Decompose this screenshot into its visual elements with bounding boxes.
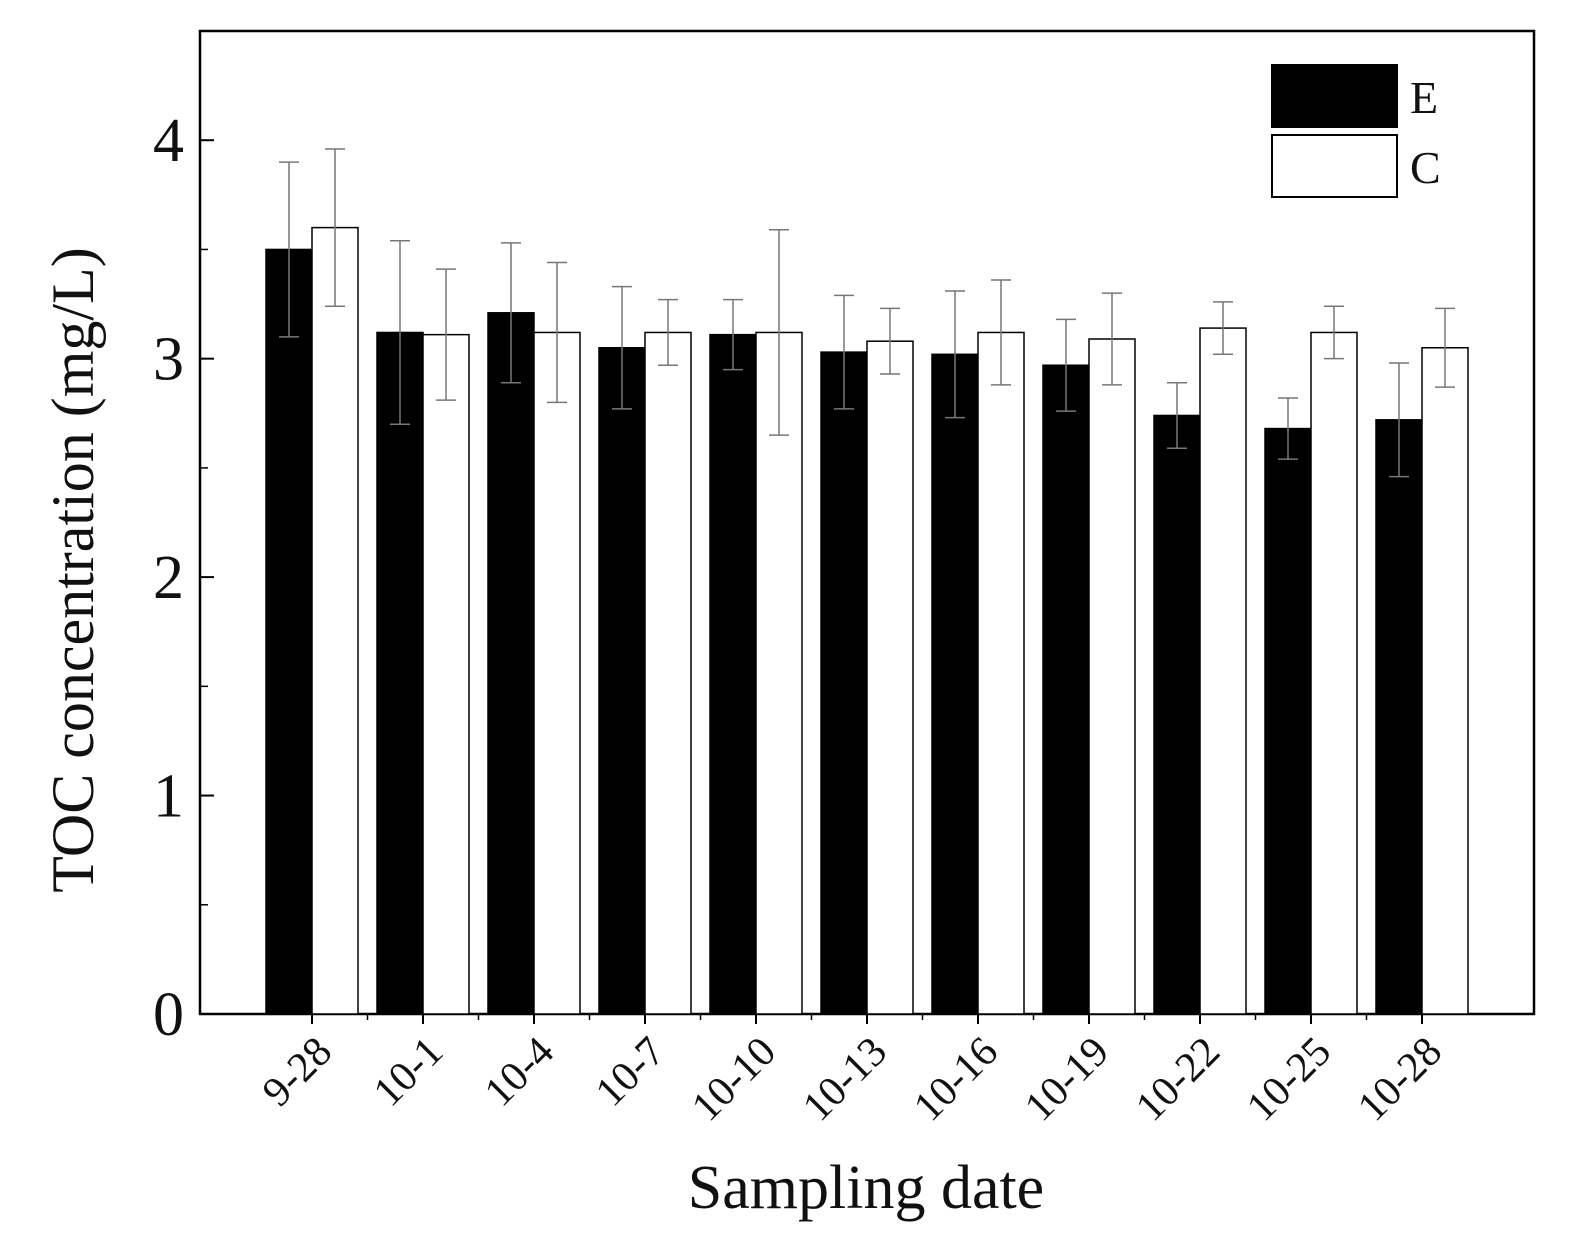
y-tick-label: 3	[153, 326, 184, 394]
error-bar-E-10-7	[612, 285, 632, 410]
y-tick-label: 4	[153, 107, 184, 175]
bars-layer	[265, 226, 1469, 1015]
bar-E-10-16	[931, 353, 979, 1015]
error-bar-C-10-22	[1213, 301, 1233, 356]
bar-C-10-16	[977, 331, 1025, 1015]
error-bar-E-10-16	[945, 290, 965, 419]
x-tick-label: 10-13	[794, 1029, 896, 1131]
legend-label-C: C	[1410, 142, 1441, 193]
x-tick-label: 10-16	[905, 1029, 1007, 1131]
bar-C-9-28	[311, 226, 359, 1015]
bar-C-10-1	[422, 333, 470, 1015]
bar-E-10-19	[1042, 364, 1090, 1015]
legend-label-E: E	[1410, 72, 1438, 123]
bar-E-10-13	[820, 351, 868, 1015]
bar-C-10-7	[644, 331, 692, 1015]
x-tick-label: 9-28	[254, 1029, 341, 1116]
legend: EC	[1271, 64, 1441, 198]
legend-swatch-E	[1271, 64, 1398, 128]
error-bar-C-10-7	[658, 298, 678, 366]
error-bar-C-10-13	[880, 307, 900, 375]
bar-E-10-1	[376, 331, 424, 1015]
error-bar-C-10-19	[1102, 292, 1122, 386]
error-bar-E-10-10	[723, 298, 743, 371]
bar-C-10-13	[866, 340, 914, 1015]
bar-C-10-10	[755, 331, 803, 1015]
x-axis-title: Sampling date	[688, 1154, 1044, 1222]
x-tick-label: 10-28	[1349, 1029, 1451, 1131]
y-axis: 0 1 2 3 4	[153, 107, 214, 1049]
x-tick-label: 10-4	[476, 1029, 563, 1116]
x-axis: 9-28 10-1 10-4 10-7 10-10 10-13 10-16 10-19 10-2…	[254, 1014, 1451, 1130]
error-bar-E-10-19	[1056, 318, 1076, 412]
bar-E-9-28	[265, 248, 313, 1015]
error-bar-C-10-1	[436, 268, 456, 401]
error-bar-C-10-28	[1435, 307, 1455, 388]
error-bar-C-10-25	[1324, 305, 1344, 360]
y-tick-label: 0	[153, 981, 184, 1049]
legend-swatch-C	[1271, 134, 1398, 198]
x-tick-label: 10-22	[1127, 1029, 1229, 1131]
bar-E-10-10	[709, 333, 757, 1015]
bar-C-10-4	[533, 331, 581, 1015]
bar-C-10-22	[1199, 327, 1247, 1015]
y-axis-title: TOC concentration (mg/L)	[40, 247, 106, 892]
bar-C-10-28	[1421, 346, 1469, 1015]
bar-E-10-28	[1375, 419, 1423, 1015]
error-bar-E-10-13	[834, 294, 854, 410]
bar-E-10-25	[1264, 427, 1312, 1015]
bar-E-10-7	[598, 346, 646, 1015]
y-tick-label: 2	[153, 544, 184, 612]
error-bar-E-10-28	[1389, 362, 1409, 478]
x-tick-label: 10-19	[1016, 1029, 1118, 1131]
y-tick-label: 1	[153, 763, 184, 831]
error-bar-E-10-25	[1278, 397, 1298, 460]
x-tick-label: 10-1	[365, 1029, 452, 1116]
error-bar-E-10-1	[390, 239, 410, 425]
x-tick-label: 10-10	[683, 1029, 785, 1131]
x-tick-label: 10-7	[587, 1029, 674, 1116]
error-bar-C-10-4	[547, 261, 567, 404]
error-bar-C-10-16	[991, 279, 1011, 386]
x-tick-label: 10-25	[1238, 1029, 1340, 1131]
error-bars-layer	[279, 148, 1455, 478]
error-bar-E-9-28	[279, 161, 299, 338]
error-bar-E-10-22	[1167, 381, 1187, 449]
bar-C-10-19	[1088, 338, 1136, 1015]
error-bar-C-9-28	[325, 148, 345, 307]
error-bar-C-10-10	[769, 229, 789, 436]
error-bar-E-10-4	[501, 242, 521, 384]
bar-E-10-4	[487, 312, 535, 1015]
bar-E-10-22	[1153, 414, 1201, 1015]
bar-C-10-25	[1310, 331, 1358, 1015]
